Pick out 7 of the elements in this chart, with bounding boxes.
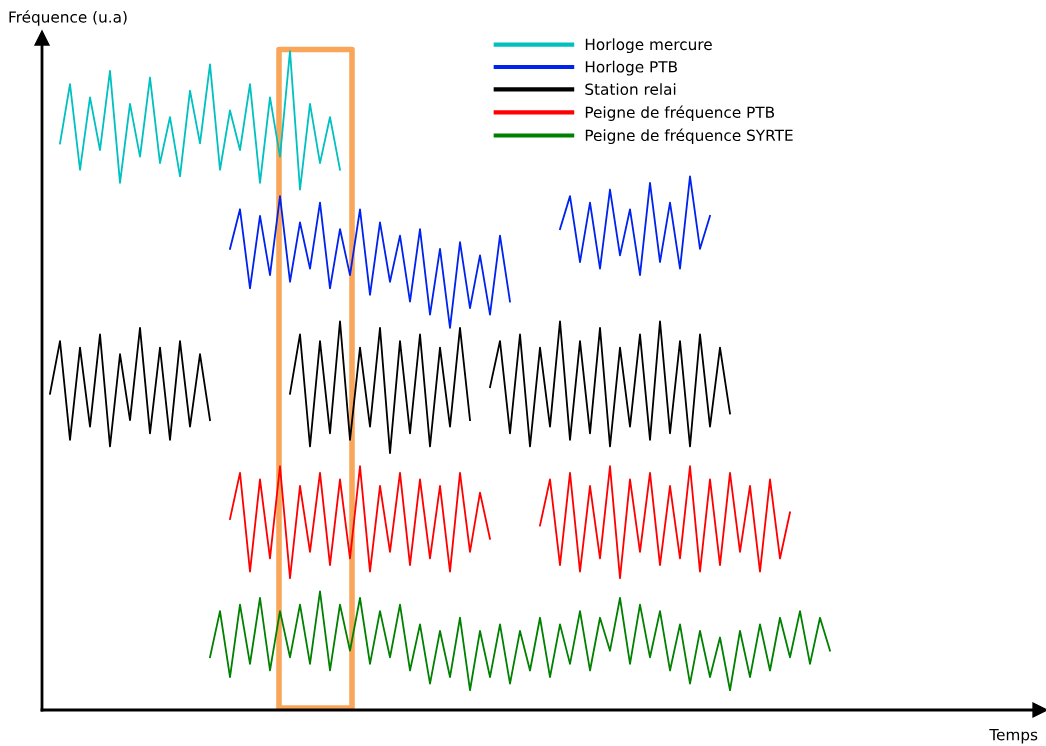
text: Temps bbox=[989, 729, 1038, 744]
y-axis-title: Fréquence (u.a) bbox=[9, 10, 127, 26]
legend-label: Horloge mercure bbox=[585, 38, 712, 54]
legend-label: Horloge PTB bbox=[585, 60, 677, 76]
legend-label: Peigne de fréquence SYRTE bbox=[585, 128, 793, 145]
legend-label: Station relai bbox=[585, 83, 676, 95]
legend-label: Peigne de fréquence PTB bbox=[585, 105, 775, 121]
